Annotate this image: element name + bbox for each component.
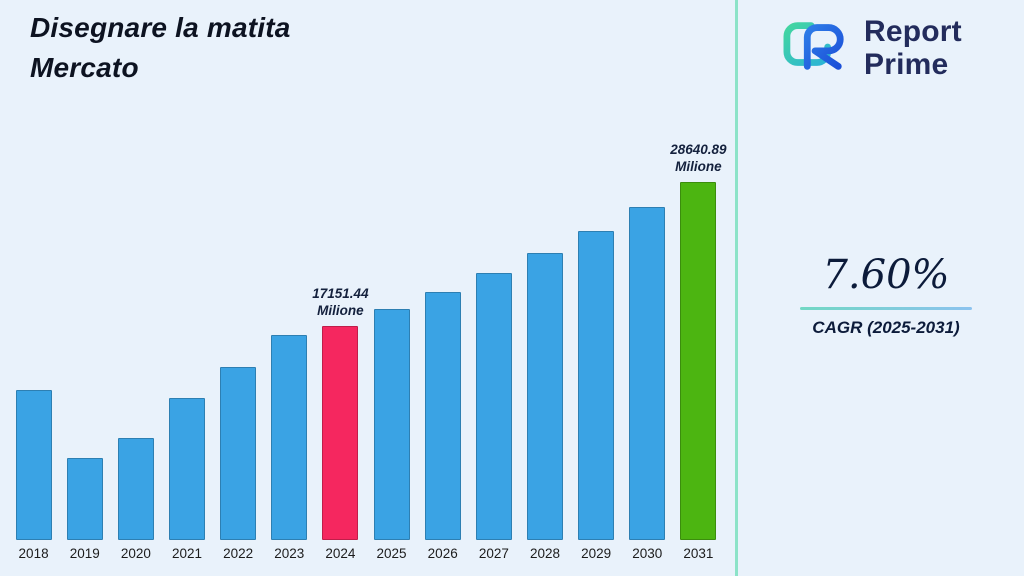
cagr-value: 7.60% — [822, 252, 950, 298]
axis-label-2029: 2029 — [581, 546, 612, 561]
axis-label-2021: 2021 — [171, 546, 203, 561]
bar-slot-2021: 2021 — [161, 398, 212, 566]
bar-slot-2030: 2030 — [622, 207, 673, 566]
axis-label-2019: 2019 — [69, 546, 100, 561]
brand-name: Report Prime — [864, 15, 962, 81]
cagr-label: CAGR (2025-2031) — [812, 318, 960, 337]
bar-slot-2026: 2026 — [417, 292, 468, 566]
axis-label-2022: 2022 — [223, 546, 254, 561]
axis-label-2025: 2025 — [376, 546, 407, 561]
bar-2028 — [526, 253, 563, 540]
axis-label-2020: 2020 — [120, 546, 151, 561]
axis-label-2028: 2028 — [529, 546, 560, 561]
axis-label-2018: 2018 — [18, 546, 49, 561]
bar-2019 — [66, 458, 103, 540]
vertical-divider — [735, 0, 738, 576]
bar-slot-2023: 2023 — [264, 335, 315, 566]
bar-slot-2018: 2018 — [8, 390, 59, 566]
axis-label-2024: 2024 — [325, 546, 356, 561]
bar-2027 — [475, 273, 512, 540]
data-label-2031: 28640.89 Milione — [670, 142, 727, 175]
page-title: Disegnare la matita Mercato — [30, 8, 370, 88]
brand-name-line2: Prime — [864, 47, 949, 81]
bar-2018 — [15, 390, 52, 540]
bar-2020 — [117, 438, 154, 540]
bar-2022 — [220, 367, 257, 540]
page-title-line1: Disegnare la matita — [30, 12, 291, 43]
bar-2024 — [322, 326, 359, 540]
data-label-2024: 17151.44 Milione — [312, 286, 369, 319]
axis-label-2023: 2023 — [274, 546, 305, 561]
brand-name-line1: Report — [864, 15, 962, 49]
cagr-block: 7.60% CAGR (2025-2031) — [796, 252, 976, 338]
bar-slot-2029: 2029 — [571, 231, 622, 566]
report-prime-logo-icon — [778, 14, 854, 83]
bar-slot-2025: 2025 — [366, 309, 417, 566]
bar-2021 — [168, 398, 205, 540]
bar-slot-2022: 2022 — [213, 367, 264, 566]
axis-label-2026: 2026 — [427, 546, 458, 561]
report-prime-logo: Report Prime — [778, 14, 962, 83]
bar-2029 — [578, 231, 615, 540]
bar-slot-2019: 2019 — [59, 458, 110, 566]
bar-slot-2027: 2027 — [468, 273, 519, 566]
axis-label-2031: 2031 — [683, 546, 714, 561]
cagr-underline — [800, 307, 972, 310]
bar-2030 — [629, 207, 666, 540]
bar-slot-2031: 28640.89 Milione 2031 — [670, 142, 727, 566]
bar-2025 — [373, 309, 410, 540]
bar-2031 — [680, 182, 717, 540]
bar-slot-2028: 2028 — [519, 253, 570, 566]
page-title-line2: Mercato — [30, 51, 139, 83]
bar-chart: 2018 2019 2020 2021 2022 2023 17151.44 Milione 2… — [8, 128, 727, 566]
bar-2026 — [424, 292, 461, 540]
bar-slot-2020: 2020 — [110, 438, 161, 566]
bar-2023 — [271, 335, 308, 540]
axis-label-2027: 2027 — [478, 546, 509, 561]
bar-slot-2024: 17151.44 Milione 2024 — [312, 286, 369, 566]
axis-label-2030: 2030 — [632, 546, 663, 561]
